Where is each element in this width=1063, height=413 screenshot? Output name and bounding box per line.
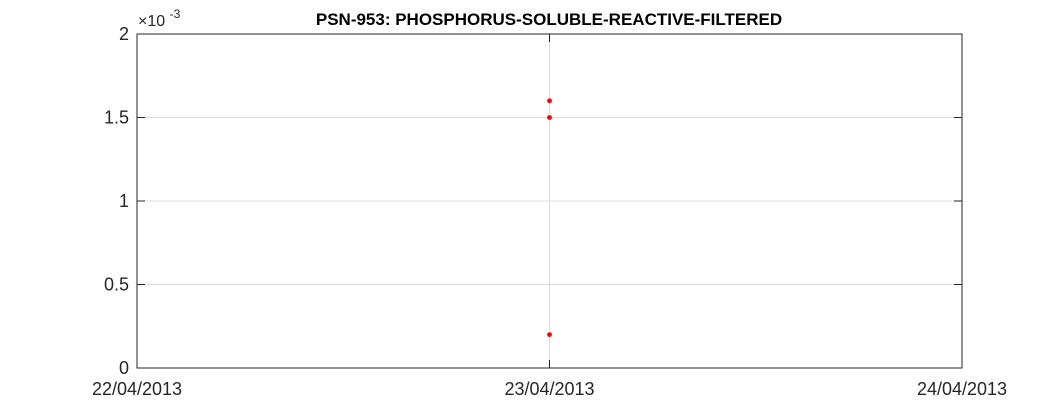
y-tick-label: 0.5 [104, 275, 129, 295]
chart-title: PSN-953: PHOSPHORUS-SOLUBLE-REACTIVE-FIL… [316, 10, 782, 29]
y-tick-label: 1 [119, 191, 129, 211]
y-tick-label: 0 [119, 358, 129, 378]
y-exponent-power: -3 [170, 7, 181, 21]
x-tick-label: 23/04/2013 [504, 379, 594, 399]
y-axis-exponent: ×10 -3 [138, 7, 181, 30]
y-tick-label: 1.5 [104, 108, 129, 128]
tick-marks [136, 33, 963, 369]
x-tick-label: 22/04/2013 [92, 379, 182, 399]
x-tick-label: 24/04/2013 [917, 379, 1007, 399]
data-point [547, 98, 552, 104]
data-points [547, 98, 552, 337]
y-exponent-base: ×10 [138, 13, 165, 30]
y-tick-label: 2 [119, 24, 129, 44]
plot-area [136, 33, 963, 369]
data-point [547, 332, 552, 337]
y-axis-tick-labels: 0 0.5 1 1.5 2 [104, 24, 129, 378]
data-point [547, 115, 552, 120]
x-axis-tick-labels: 22/04/2013 23/04/2013 24/04/2013 [92, 379, 1007, 399]
